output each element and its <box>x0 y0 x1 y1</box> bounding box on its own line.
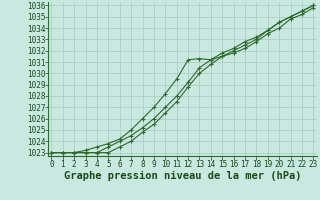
X-axis label: Graphe pression niveau de la mer (hPa): Graphe pression niveau de la mer (hPa) <box>64 171 301 181</box>
